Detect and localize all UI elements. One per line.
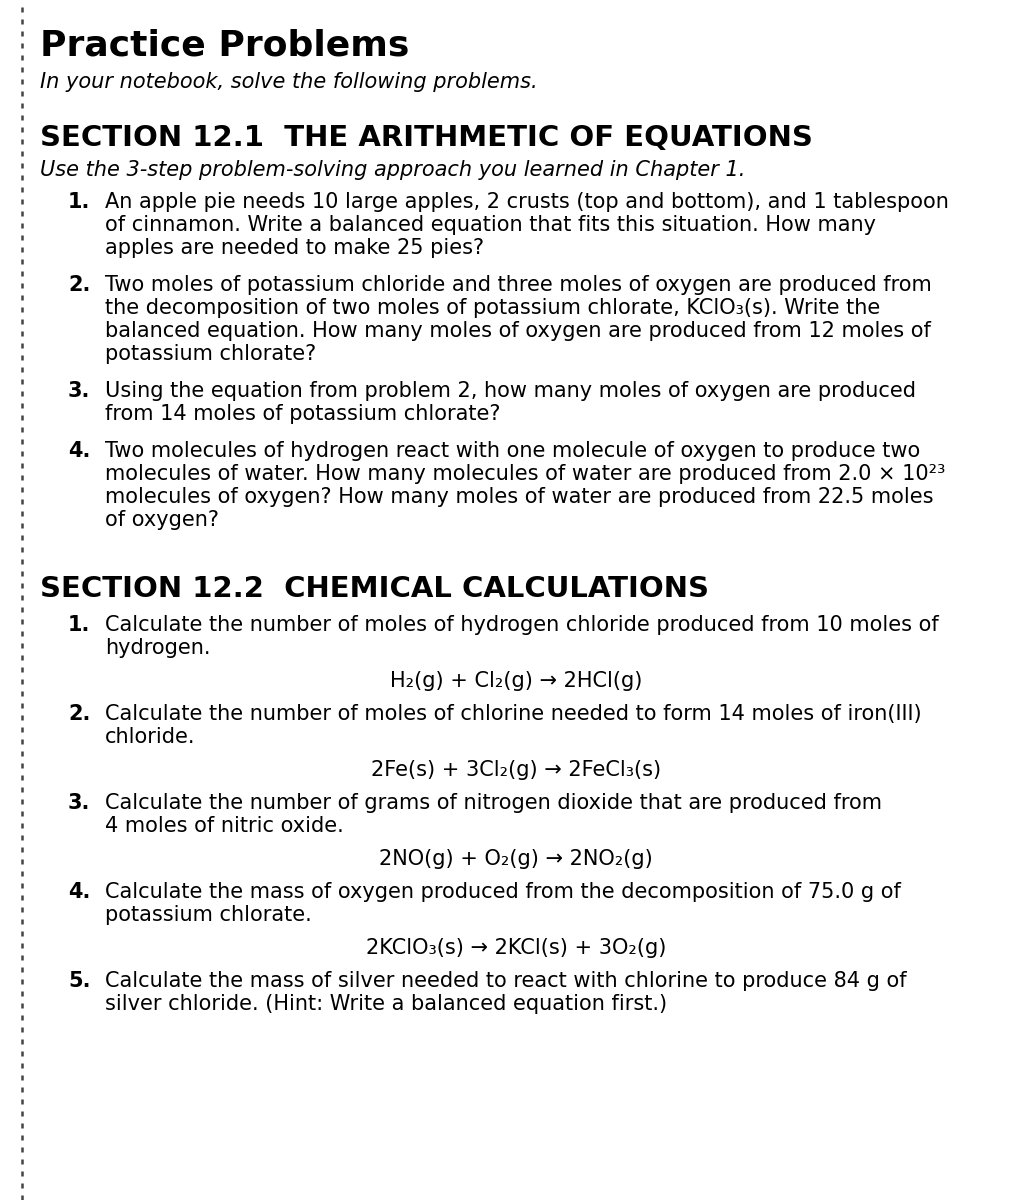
Text: potassium chlorate.: potassium chlorate. bbox=[105, 905, 312, 925]
Text: Calculate the number of moles of hydrogen chloride produced from 10 moles of: Calculate the number of moles of hydroge… bbox=[105, 614, 939, 635]
Text: chloride.: chloride. bbox=[105, 727, 195, 746]
Text: Using the equation from problem 2, how many moles of oxygen are produced: Using the equation from problem 2, how m… bbox=[105, 382, 916, 401]
Text: Calculate the mass of oxygen produced from the decomposition of 75.0 g of: Calculate the mass of oxygen produced fr… bbox=[105, 882, 901, 902]
Text: 2.: 2. bbox=[68, 275, 90, 295]
Text: molecules of oxygen? How many moles of water are produced from 22.5 moles: molecules of oxygen? How many moles of w… bbox=[105, 487, 934, 506]
Text: Practice Problems: Practice Problems bbox=[40, 28, 409, 62]
Text: balanced equation. How many moles of oxygen are produced from 12 moles of: balanced equation. How many moles of oxy… bbox=[105, 320, 931, 341]
Text: 2NO(g) + O₂(g) → 2NO₂(g): 2NO(g) + O₂(g) → 2NO₂(g) bbox=[379, 850, 653, 869]
Text: molecules of water. How many molecules of water are produced from 2.0 × 10²³: molecules of water. How many molecules o… bbox=[105, 464, 945, 484]
Text: 1.: 1. bbox=[68, 614, 90, 635]
Text: of cinnamon. Write a balanced equation that fits this situation. How many: of cinnamon. Write a balanced equation t… bbox=[105, 215, 876, 235]
Text: 3.: 3. bbox=[68, 382, 90, 401]
Text: 2KClO₃(s) → 2KCl(s) + 3O₂(g): 2KClO₃(s) → 2KCl(s) + 3O₂(g) bbox=[366, 938, 666, 958]
Text: apples are needed to make 25 pies?: apples are needed to make 25 pies? bbox=[105, 238, 484, 258]
Text: 2.: 2. bbox=[68, 704, 90, 724]
Text: SECTION 12.1  THE ARITHMETIC OF EQUATIONS: SECTION 12.1 THE ARITHMETIC OF EQUATIONS bbox=[40, 124, 813, 152]
Text: silver chloride. (Hint: Write a balanced equation first.): silver chloride. (Hint: Write a balanced… bbox=[105, 994, 667, 1014]
Text: Two molecules of hydrogen react with one molecule of oxygen to produce two: Two molecules of hydrogen react with one… bbox=[105, 440, 920, 461]
Text: Use the 3-step problem-solving approach you learned in Chapter 1.: Use the 3-step problem-solving approach … bbox=[40, 160, 746, 180]
Text: 4 moles of nitric oxide.: 4 moles of nitric oxide. bbox=[105, 816, 344, 836]
Text: 2Fe(s) + 3Cl₂(g) → 2FeCl₃(s): 2Fe(s) + 3Cl₂(g) → 2FeCl₃(s) bbox=[371, 760, 661, 780]
Text: H₂(g) + Cl₂(g) → 2HCl(g): H₂(g) + Cl₂(g) → 2HCl(g) bbox=[389, 671, 643, 691]
Text: the decomposition of two moles of potassium chlorate, KClO₃(s). Write the: the decomposition of two moles of potass… bbox=[105, 298, 880, 318]
Text: Calculate the mass of silver needed to react with chlorine to produce 84 g of: Calculate the mass of silver needed to r… bbox=[105, 971, 907, 991]
Text: potassium chlorate?: potassium chlorate? bbox=[105, 344, 316, 364]
Text: 1.: 1. bbox=[68, 192, 90, 212]
Text: Calculate the number of grams of nitrogen dioxide that are produced from: Calculate the number of grams of nitroge… bbox=[105, 793, 882, 814]
Text: SECTION 12.2  CHEMICAL CALCULATIONS: SECTION 12.2 CHEMICAL CALCULATIONS bbox=[40, 575, 709, 602]
Text: In your notebook, solve the following problems.: In your notebook, solve the following pr… bbox=[40, 72, 537, 92]
Text: of oxygen?: of oxygen? bbox=[105, 510, 219, 530]
Text: 3.: 3. bbox=[68, 793, 90, 814]
Text: 5.: 5. bbox=[68, 971, 91, 991]
Text: Two moles of potassium chloride and three moles of oxygen are produced from: Two moles of potassium chloride and thre… bbox=[105, 275, 932, 295]
Text: 4.: 4. bbox=[68, 440, 90, 461]
Text: from 14 moles of potassium chlorate?: from 14 moles of potassium chlorate? bbox=[105, 404, 501, 424]
Text: Calculate the number of moles of chlorine needed to form 14 moles of iron(III): Calculate the number of moles of chlorin… bbox=[105, 704, 921, 724]
Text: 4.: 4. bbox=[68, 882, 90, 902]
Text: An apple pie needs 10 large apples, 2 crusts (top and bottom), and 1 tablespoon: An apple pie needs 10 large apples, 2 cr… bbox=[105, 192, 949, 212]
Text: hydrogen.: hydrogen. bbox=[105, 638, 211, 658]
